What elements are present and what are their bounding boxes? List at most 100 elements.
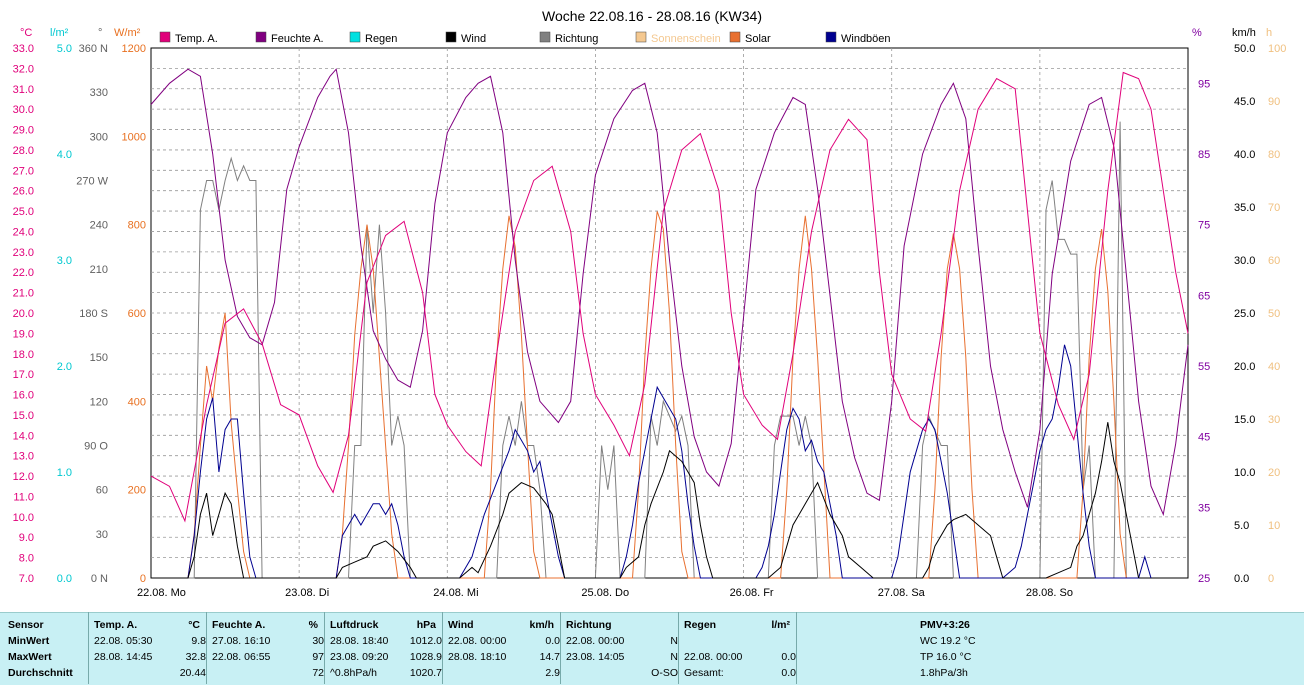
- humidity-tick-label: 85: [1198, 149, 1210, 161]
- day-label: 26.08. Fr: [730, 587, 774, 599]
- solar-unit-label: W/m²: [114, 27, 141, 39]
- humidity-tick-label: 35: [1198, 502, 1210, 514]
- legend-swatch: [159, 31, 171, 43]
- table-divider: [206, 612, 207, 684]
- header-pressure: Luftdruck: [330, 619, 379, 631]
- wind-tick-label: 0.0: [1234, 573, 1249, 585]
- press-value: 1012.0: [409, 635, 442, 647]
- rain-tick-label: 2.0: [57, 361, 72, 373]
- temp-tick-label: 31.0: [13, 84, 34, 96]
- series-line-windb-en: [151, 344, 1152, 579]
- temp-tick-label: 9.0: [19, 532, 34, 544]
- sunshine-tick-label: 60: [1268, 255, 1280, 267]
- temp-tick-label: 22.0: [13, 267, 34, 279]
- table-divider: [678, 612, 679, 684]
- solar-tick-label: 600: [128, 308, 146, 320]
- rain-value: 0.0: [781, 667, 796, 679]
- press-time: 23.08. 09:20: [330, 651, 389, 663]
- temp-tick-label: 15.0: [13, 410, 34, 422]
- legend-label: Regen: [365, 33, 397, 45]
- hum-value: 72: [312, 667, 324, 679]
- legend-label: Feuchte A.: [271, 33, 324, 45]
- humidity-tick-label: 75: [1198, 220, 1210, 232]
- direction-tick-label: 330: [90, 87, 108, 99]
- legend-label: Richtung: [555, 33, 598, 45]
- direction-tick-label: 210: [90, 264, 108, 276]
- legend-label: Wind: [461, 33, 486, 45]
- solar-tick-label: 1200: [122, 43, 146, 55]
- day-label: 28.08. So: [1026, 587, 1073, 599]
- wind-value: 0.0: [545, 635, 560, 647]
- series-line-wind: [151, 422, 1140, 579]
- direction-tick-label: 120: [90, 396, 108, 408]
- temp-tick-label: 12.0: [13, 471, 34, 483]
- wind-tick-label: 20.0: [1234, 361, 1255, 373]
- press-value: 1020.7: [409, 667, 442, 679]
- rain-tick-label: 1.0: [57, 467, 72, 479]
- header-humidity-unit: %: [308, 619, 318, 631]
- legend-label: Temp. A.: [175, 33, 218, 45]
- temp-tick-label: 26.0: [13, 186, 34, 198]
- temp-tick-label: 29.0: [13, 125, 34, 137]
- temp-tick-label: 8.0: [19, 553, 34, 565]
- direction-tick-label: 150: [90, 352, 108, 364]
- direction-tick-label: 180 S: [79, 308, 108, 320]
- solar-tick-label: 800: [128, 220, 146, 232]
- sunshine-tick-label: 50: [1268, 308, 1280, 320]
- wind-unit-label: km/h: [1232, 27, 1256, 39]
- table-divider: [324, 612, 325, 684]
- table-divider: [560, 612, 561, 684]
- wind-tick-label: 30.0: [1234, 255, 1255, 267]
- series-line-feuchte-a: [150, 68, 1189, 517]
- pmv-value: 1.8hPa/3h: [920, 667, 968, 679]
- temp-tick-label: 24.0: [13, 226, 34, 238]
- legend-swatch: [825, 31, 837, 43]
- header-wind-unit: km/h: [529, 619, 554, 631]
- rain-tick-label: 4.0: [57, 149, 72, 161]
- solar-tick-label: 1000: [122, 131, 146, 143]
- direction-tick-label: 270 W: [76, 176, 108, 188]
- temp-value: 32.8: [185, 651, 206, 663]
- hum-value: 30: [312, 635, 324, 647]
- table-divider: [88, 612, 89, 684]
- header-rain: Regen: [684, 619, 717, 631]
- series-line-temp-a: [150, 71, 1189, 523]
- table-divider: [796, 612, 797, 684]
- hum-time: 22.08. 06:55: [212, 651, 271, 663]
- sunshine-tick-label: 100: [1268, 43, 1286, 55]
- wind-tick-label: 10.0: [1234, 467, 1255, 479]
- row-label: MaxWert: [8, 651, 52, 663]
- legend-swatch: [349, 31, 361, 43]
- wind-tick-label: 5.0: [1234, 520, 1249, 532]
- direction-tick-label: 360 N: [79, 43, 108, 55]
- dir-time: 22.08. 00:00: [566, 635, 625, 647]
- solar-tick-label: 200: [128, 485, 146, 497]
- temp-tick-label: 20.0: [13, 308, 34, 320]
- temp-tick-label: 33.0: [13, 43, 34, 55]
- header-pressure-unit: hPa: [416, 619, 436, 631]
- temp-value: 20.44: [179, 667, 206, 679]
- rain-unit-label: l/m²: [50, 27, 69, 39]
- sunshine-tick-label: 80: [1268, 149, 1280, 161]
- legend-swatch: [255, 31, 267, 43]
- row-label: Durchschnitt: [8, 667, 73, 679]
- sunshine-tick-label: 70: [1268, 202, 1280, 214]
- temp-tick-label: 30.0: [13, 104, 34, 116]
- sunshine-tick-label: 40: [1268, 361, 1280, 373]
- humidity-tick-label: 65: [1198, 290, 1210, 302]
- direction-tick-label: 90 O: [84, 441, 108, 453]
- wind-tick-label: 15.0: [1234, 414, 1255, 426]
- press-time: 28.08. 18:40: [330, 635, 389, 647]
- wind-tick-label: 35.0: [1234, 202, 1255, 214]
- temp-tick-label: 11.0: [13, 491, 34, 503]
- temp-tick-label: 28.0: [13, 145, 34, 157]
- rain-value: 0.0: [781, 651, 796, 663]
- dir-value: O-SO: [651, 667, 678, 679]
- temp-time: 28.08. 14:45: [94, 651, 153, 663]
- header-temp: Temp. A.: [94, 619, 138, 631]
- legend-label: Solar: [745, 33, 771, 45]
- header-rain-unit: l/m²: [771, 619, 790, 631]
- dir-time: 23.08. 14:05: [566, 651, 625, 663]
- solar-tick-label: 0: [140, 573, 146, 585]
- legend-swatch: [445, 31, 457, 43]
